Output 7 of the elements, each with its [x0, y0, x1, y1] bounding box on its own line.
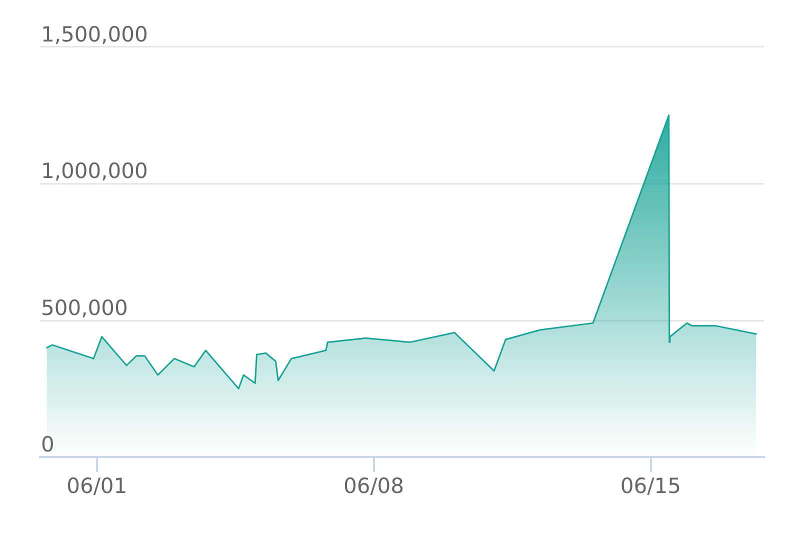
y-tick-label: 0	[41, 432, 54, 456]
y-tick-label: 1,000,000	[41, 159, 148, 184]
x-tick-label: 06/08	[344, 474, 404, 498]
x-tick-label: 06/15	[620, 474, 681, 498]
y-tick-label: 1,500,000	[41, 22, 148, 46]
y-tick-label: 500,000	[41, 296, 128, 320]
x-tick-label: 06/01	[66, 474, 128, 498]
